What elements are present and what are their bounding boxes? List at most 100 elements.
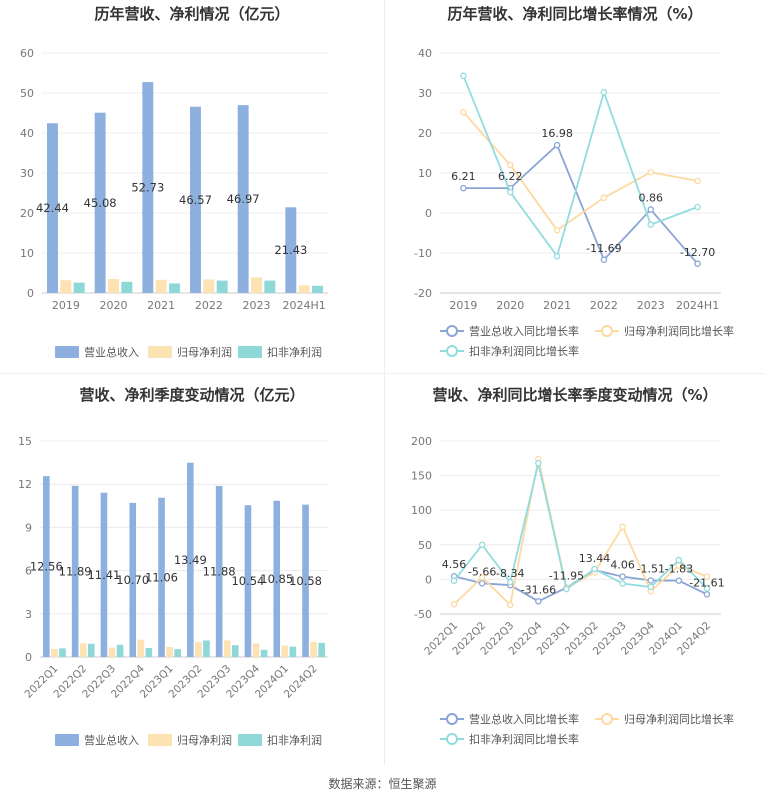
data-point xyxy=(619,580,626,587)
data-point xyxy=(600,88,608,96)
bar xyxy=(223,640,231,657)
bar xyxy=(60,280,72,293)
y-tick-label: 10 xyxy=(418,167,432,180)
bar xyxy=(310,641,317,657)
series-line xyxy=(453,462,708,591)
line-data-label: 6.21 xyxy=(451,170,476,183)
bar xyxy=(79,643,87,657)
legend-label: 营业总收入 xyxy=(84,733,139,747)
bar xyxy=(108,647,116,657)
data-point xyxy=(507,601,514,609)
data-point xyxy=(703,585,711,592)
y-tick-label: 20 xyxy=(20,207,34,220)
data-point xyxy=(694,260,701,268)
annual-revenue-profit-chart: 历年营收、净利情况（亿元） 0 10 20 30 40 50 60 2019 2020 2021 20… xyxy=(20,5,328,359)
x-tick-label: 2023 xyxy=(243,299,271,312)
annual-growth-rate-chart: 历年营收、净利同比增长率情况（%） -20 -10 0 10 20 30 40 2019 2020… xyxy=(414,5,734,358)
data-point xyxy=(507,161,514,169)
data-point xyxy=(478,580,486,587)
legend-label: 扣非净利润 xyxy=(267,733,322,747)
bar-data-label: 10.70 xyxy=(116,573,149,587)
legend-swatch xyxy=(238,734,262,746)
bar xyxy=(281,645,289,657)
line-data-label: -5.66 xyxy=(468,565,496,578)
bar xyxy=(121,281,133,293)
data-point xyxy=(600,194,608,202)
bar-data-label: 11.41 xyxy=(87,568,120,582)
y-tick-label: 15 xyxy=(18,435,32,448)
data-point xyxy=(647,583,654,591)
bar xyxy=(298,285,310,293)
data-point xyxy=(647,221,654,228)
quarterly-growth-rate-chart: 营收、净利同比增长率季度变动情况（%）-500501001502002022Q1… xyxy=(411,386,734,746)
bar xyxy=(71,485,79,657)
data-point xyxy=(460,184,467,192)
data-point xyxy=(703,591,711,598)
bar xyxy=(142,82,154,293)
data-point xyxy=(507,578,514,586)
x-tick-label: 2021 xyxy=(147,299,175,312)
legend-marker xyxy=(601,713,613,725)
data-point xyxy=(694,177,701,185)
series-line xyxy=(462,111,698,232)
bar xyxy=(87,643,95,657)
x-tick-label: 2023 xyxy=(637,299,665,312)
y-tick-label: 6 xyxy=(25,565,32,578)
x-tick-label: 2019 xyxy=(449,299,477,312)
x-tick-label: 2019 xyxy=(52,299,80,312)
line-data-label: 13.44 xyxy=(579,552,611,565)
data-point xyxy=(647,168,654,176)
chart-title: 历年营收、净利同比增长率情况（%） xyxy=(447,5,702,23)
bar xyxy=(116,644,124,657)
bar xyxy=(195,641,202,657)
bar-data-label: 10.54 xyxy=(231,574,264,588)
data-point xyxy=(478,541,486,549)
bar xyxy=(43,476,50,657)
bar-data-label: 10.58 xyxy=(289,574,322,588)
y-tick-label: 150 xyxy=(411,470,432,483)
data-point xyxy=(478,574,486,581)
y-tick-label: 0 xyxy=(27,287,34,300)
y-tick-label: 9 xyxy=(25,521,32,534)
legend-marker xyxy=(601,325,613,337)
y-tick-label: 30 xyxy=(20,167,34,180)
chart-title: 营收、净利同比增长率季度变动情况（%） xyxy=(432,386,717,404)
y-tick-label: 50 xyxy=(418,539,432,552)
x-tick-label: 2022 xyxy=(590,299,618,312)
bar xyxy=(260,649,268,657)
legend-swatch xyxy=(55,346,79,358)
data-point xyxy=(563,585,570,593)
y-tick-label: 0 xyxy=(25,651,32,664)
data-point xyxy=(591,565,598,573)
legend-marker xyxy=(446,733,458,745)
bar xyxy=(187,462,194,657)
bar xyxy=(244,505,252,657)
bar xyxy=(158,497,165,657)
legend-marker xyxy=(446,345,458,357)
data-point xyxy=(619,523,626,531)
legend-label: 扣非净利润同比增长率 xyxy=(469,732,579,746)
data-point xyxy=(647,577,654,584)
bar xyxy=(169,283,180,293)
y-tick-label: 10 xyxy=(20,247,34,260)
x-tick-label: 2020 xyxy=(100,299,128,312)
data-point xyxy=(675,556,683,564)
bar xyxy=(73,282,85,293)
bar-data-label: 11.06 xyxy=(145,570,178,584)
bar-data-label: 45.08 xyxy=(84,196,117,210)
bar xyxy=(252,643,260,657)
data-point xyxy=(535,598,542,605)
bar xyxy=(59,648,66,657)
y-tick-label: 40 xyxy=(20,127,34,140)
bar xyxy=(264,280,276,293)
bar-data-label: 11.89 xyxy=(59,564,92,578)
y-tick-label: -50 xyxy=(414,608,432,621)
horizontal-divider xyxy=(0,373,765,374)
legend-label: 归母净利润同比增长率 xyxy=(624,712,734,726)
x-tick-label: 2022 xyxy=(195,299,223,312)
line-data-label: -8.34 xyxy=(496,567,524,580)
bar-data-label: 46.57 xyxy=(179,193,212,207)
x-tick-label: 2020 xyxy=(496,299,524,312)
data-point xyxy=(450,601,458,608)
legend-marker xyxy=(446,713,458,725)
